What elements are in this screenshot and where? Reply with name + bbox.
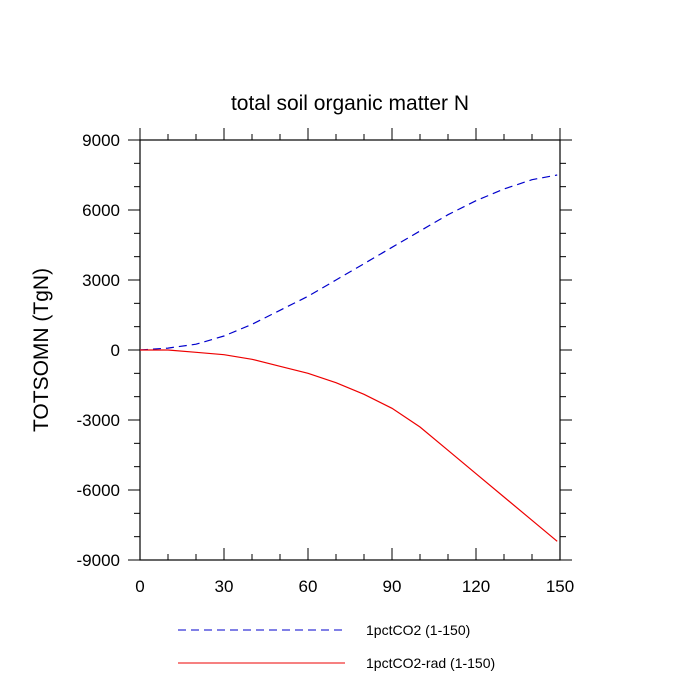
series-line-2 [140,349,558,542]
x-tick-label: 0 [135,577,144,596]
y-axis-label: TOTSOMN (TgN) [30,268,53,432]
legend: 1pctCO2 (1-150) 1pctCO2-rad (1-150) [178,622,495,671]
legend-label-2: 1pctCO2-rad (1-150) [366,655,495,671]
plot-frame [139,139,561,561]
series-line-1 [139,174,558,351]
x-tick-label: 90 [383,577,402,596]
series-layer [139,174,558,542]
y-tick-label: -3000 [77,411,120,430]
x-tick-label: 120 [462,577,490,596]
ticks-layer: 0 30 60 90 120 150 9000 6000 3000 0 -3000 -6000 -900… [77,128,574,596]
chart-title: total soil organic matter N [231,92,469,115]
y-tick-label: 6000 [82,201,120,220]
y-tick-label: 3000 [82,271,120,290]
y-tick-label: -6000 [77,481,120,500]
y-tick-label: -9000 [77,551,120,570]
x-tick-label: 60 [299,577,318,596]
y-tick-label: 9000 [82,131,120,150]
x-tick-label: 150 [546,577,574,596]
legend-label-1: 1pctCO2 (1-150) [366,622,470,638]
y-tick-label: 0 [111,341,120,360]
x-tick-label: 30 [215,577,234,596]
